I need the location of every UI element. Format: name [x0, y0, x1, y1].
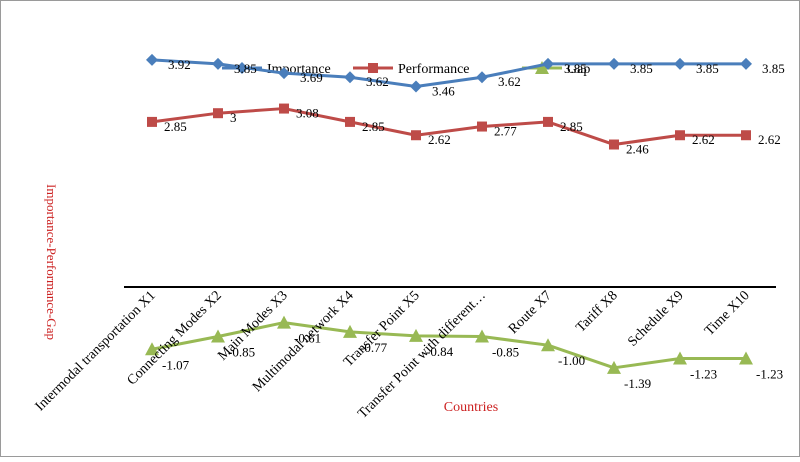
performance-data-label: 2.46: [626, 142, 649, 157]
gap-point: [277, 315, 291, 329]
performance-data-label: 2.85: [362, 119, 385, 134]
legend-marker-performance: [368, 63, 378, 73]
gap-data-label: -0.84: [426, 344, 454, 359]
performance-data-label: 3.08: [296, 106, 319, 121]
performance-point: [147, 116, 157, 127]
gap-point: [607, 360, 621, 374]
importance-point: [674, 57, 686, 70]
gap-point: [475, 329, 489, 343]
importance-point: [608, 57, 620, 70]
importance-point: [410, 80, 422, 93]
importance-data-label: 3.92: [168, 57, 191, 72]
gap-data-label: -0.85: [492, 345, 519, 360]
performance-point: [477, 121, 487, 132]
importance-data-label: 3.85: [630, 61, 653, 76]
performance-data-label: 2.62: [758, 132, 781, 147]
performance-data-label: 3: [230, 110, 237, 125]
gap-point: [145, 342, 159, 356]
gap-point: [343, 324, 357, 338]
performance-data-label: 2.85: [164, 119, 187, 134]
gap-point: [673, 351, 687, 365]
performance-point: [213, 108, 223, 119]
legend-marker-gap: [535, 61, 549, 74]
importance-data-label: 3.62: [366, 74, 389, 89]
performance-point: [675, 130, 685, 141]
importance-data-label: 3.69: [300, 70, 323, 85]
gap-data-label: -1.07: [162, 357, 190, 372]
x-axis-title: Countries: [444, 400, 498, 415]
importance-data-label: 3.85: [234, 61, 257, 76]
importance-point: [344, 71, 356, 84]
gap-data-label: -1.23: [690, 367, 717, 382]
gap-data-label: -0.77: [360, 340, 388, 355]
importance-point: [542, 57, 554, 70]
series-line-gap: [151, 321, 746, 370]
performance-point: [741, 130, 751, 141]
performance-data-label: 2.85: [560, 119, 583, 134]
gap-data-label: -0.61: [294, 331, 321, 346]
gap-point: [211, 329, 225, 343]
importance-data-label: 3.85: [696, 61, 719, 76]
gap-data-label: -1.00: [558, 353, 585, 368]
importance-data-label: 3.46: [432, 84, 455, 99]
series-line-performance: [151, 107, 746, 147]
importance-data-label: 3.85: [762, 61, 785, 76]
gap-data-label: -0.85: [228, 345, 255, 360]
importance-point: [740, 57, 752, 70]
legend-label-gap: Gap: [567, 62, 590, 77]
gap-data-label: -1.39: [624, 376, 651, 391]
performance-point: [279, 103, 289, 114]
performance-data-label: 2.62: [692, 132, 715, 147]
gap-point: [739, 351, 753, 365]
series-layer: 3.92 3.85 3.69 3.62 3.46 3.62 3.85 3.85 3.85 3.85…: [145, 53, 785, 391]
performance-point: [609, 139, 619, 150]
series-line-importance: [151, 58, 746, 89]
gap-data-label: -1.23: [756, 367, 783, 382]
gap-point: [541, 338, 555, 352]
performance-data-label: 2.77: [494, 124, 517, 139]
importance-data-label: 3.85: [564, 61, 587, 76]
importance-data-label: 3.62: [498, 74, 521, 89]
importance-point: [476, 71, 488, 84]
importance-point: [212, 57, 224, 70]
performance-data-label: 2.62: [428, 132, 451, 147]
gap-point: [409, 328, 423, 342]
performance-point: [543, 116, 553, 127]
legend-label-performance: Performance: [398, 62, 470, 77]
y-axis-title: Importance-Performance-Gap: [44, 184, 59, 340]
performance-point: [411, 130, 421, 141]
importance-point: [146, 53, 158, 66]
importance-point: [278, 67, 290, 80]
performance-point: [345, 116, 355, 127]
